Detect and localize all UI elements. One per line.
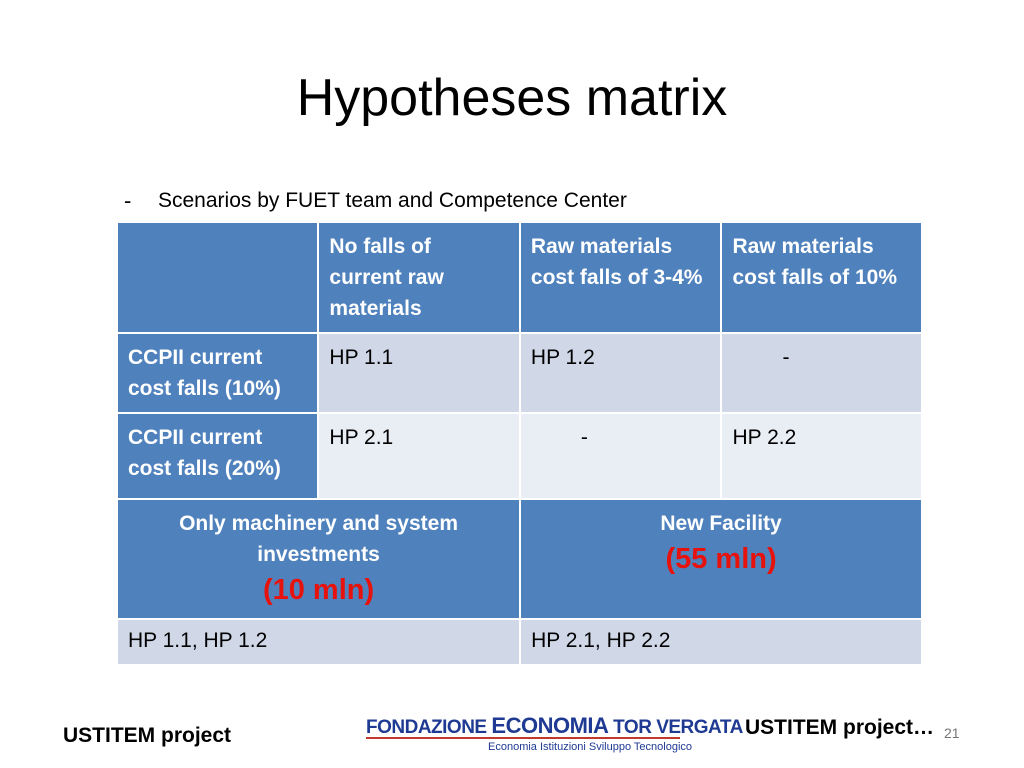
- footer-project-left: USTITEM project: [63, 724, 232, 747]
- logo-line-1: FONDAZIONE ECONOMIA TOR VERGATA: [366, 713, 743, 738]
- row-header-20: CCPII current cost falls (20%): [115, 412, 320, 514]
- investment-machinery-header: Only machinery and system investments (1…: [115, 498, 522, 620]
- bullet-dash: -: [124, 188, 132, 213]
- footer-project-right: USTITEM project…: [745, 716, 935, 739]
- bullet-text: Scenarios by FUET team and Competence Ce…: [158, 189, 627, 212]
- investment-machinery-label: Only machinery and system investments: [179, 512, 459, 566]
- logo-line-2: Economia Istituzioni Sviluppo Tecnologic…: [488, 741, 693, 753]
- page-number: 21: [944, 725, 960, 741]
- investment-table: Only machinery and system investments (1…: [115, 498, 923, 666]
- investment-new-facility-label: New Facility: [660, 512, 782, 535]
- matrix-cell: -: [518, 412, 723, 514]
- col-header-no-falls: No falls of current raw materials: [317, 221, 521, 334]
- corner-header-cell: [115, 221, 320, 334]
- matrix-cell: -: [720, 332, 923, 414]
- investment-machinery-amount: (10 mln): [262, 574, 375, 606]
- col-header-falls-10: Raw materials cost falls of 10%: [720, 221, 923, 334]
- matrix-cell: HP 2.2: [720, 412, 923, 514]
- hypotheses-matrix-table: No falls of current raw materials Raw ma…: [115, 221, 923, 514]
- investment-new-facility-header: New Facility (55 mln): [519, 498, 923, 620]
- investment-new-facility-hypotheses: HP 2.1, HP 2.2: [519, 618, 923, 666]
- matrix-cell: HP 2.1: [317, 412, 521, 514]
- matrix-cell: HP 1.1: [317, 332, 521, 414]
- investment-machinery-hypotheses: HP 1.1, HP 1.2: [115, 618, 522, 666]
- row-header-10: CCPII current cost falls (10%): [115, 332, 320, 414]
- col-header-falls-3-4: Raw materials cost falls of 3-4%: [518, 221, 723, 334]
- matrix-cell: HP 1.2: [518, 332, 723, 414]
- slide-title: Hypotheses matrix: [296, 69, 728, 127]
- investment-new-facility-amount: (55 mln): [665, 543, 777, 575]
- logo-underline: [366, 737, 680, 739]
- fondazione-logo: FONDAZIONE ECONOMIA TOR VERGATA Economia…: [366, 713, 743, 758]
